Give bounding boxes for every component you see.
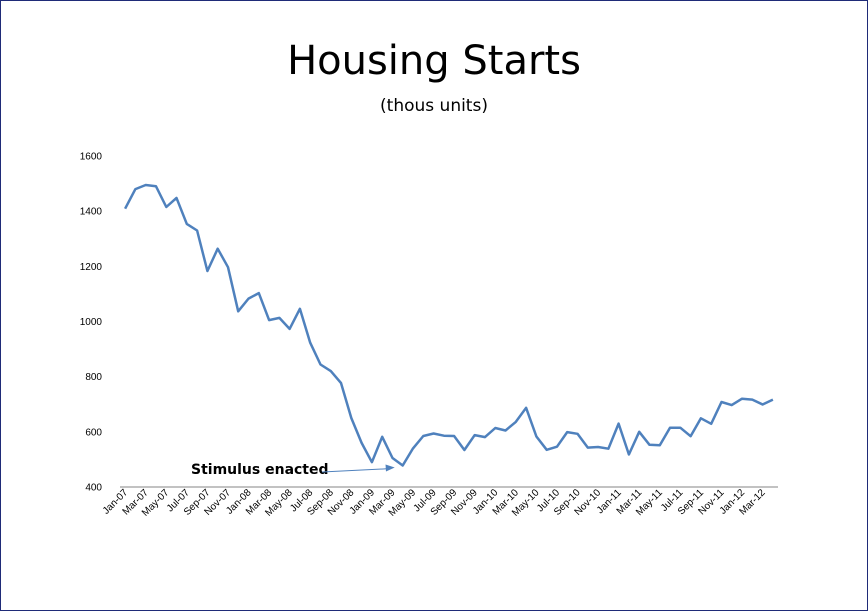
chart-subtitle: (thous units)	[380, 96, 488, 116]
y-axis-ticks: 400 600 800 1000 1200 1400 1600	[80, 152, 103, 494]
annotation-arrowhead	[385, 464, 395, 472]
series-line	[123, 183, 774, 467]
y-tick-label: 1200	[80, 262, 103, 273]
y-tick-label: 400	[85, 483, 102, 494]
y-tick-label: 600	[85, 427, 102, 438]
annotation: Stimulus enacted	[191, 462, 395, 478]
y-tick-label: 1000	[80, 317, 103, 328]
annotation-arrow	[321, 468, 387, 473]
y-tick-label: 1400	[80, 207, 103, 218]
annotation-text: Stimulus enacted	[191, 462, 329, 478]
chart-title: Housing Starts	[287, 38, 581, 84]
y-tick-label: 800	[85, 372, 102, 383]
x-axis-ticks: Jan-07Mar-07May-07Jul-07Sep-07Nov-07Jan-…	[101, 487, 768, 519]
y-tick-label: 1600	[80, 152, 103, 163]
